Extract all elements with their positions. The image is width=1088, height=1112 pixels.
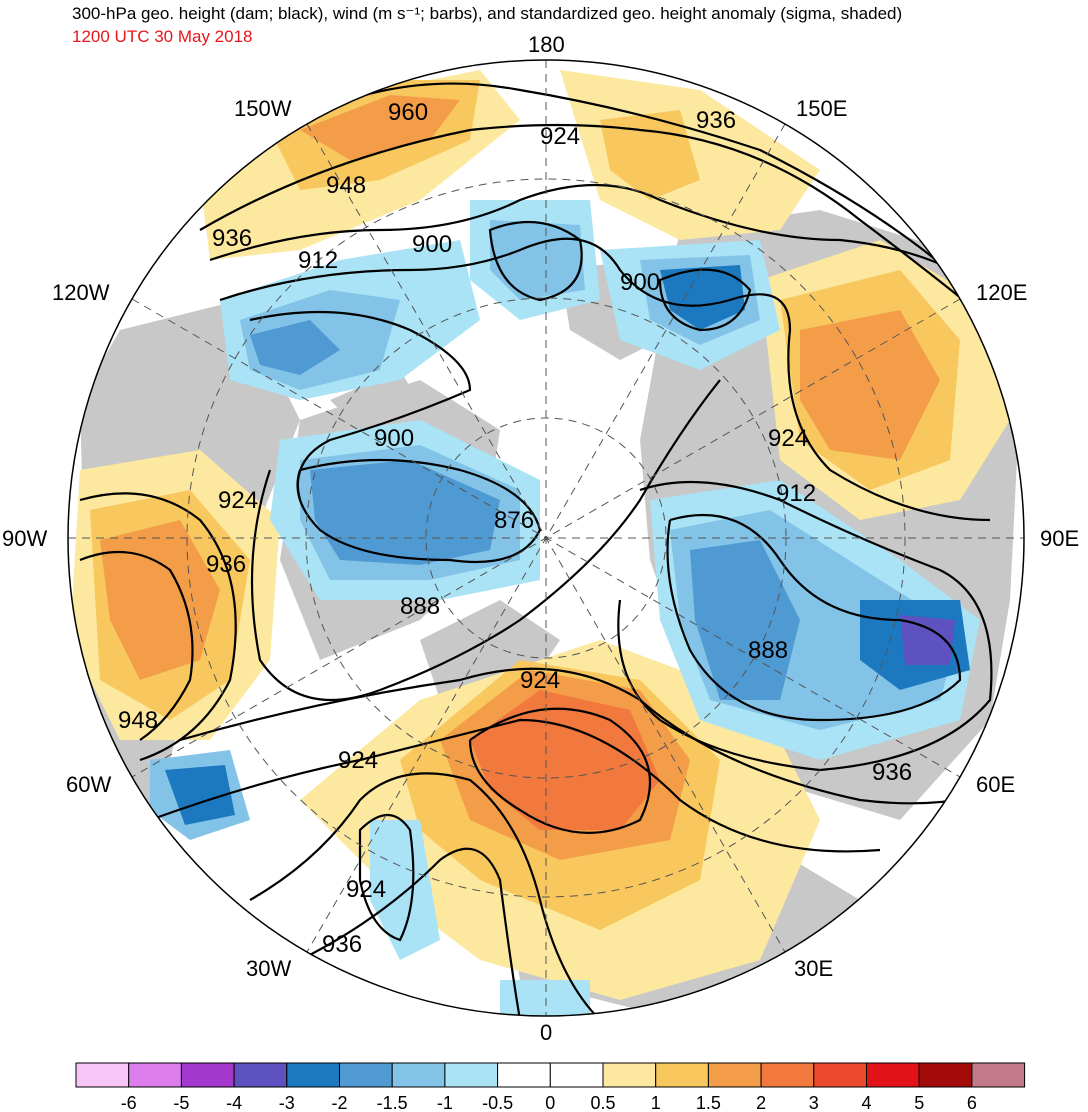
colorbar-swatch: [971, 1062, 1026, 1088]
colorbar-tick-label: 2: [756, 1093, 766, 1112]
negative-anomalies: [150, 200, 980, 1016]
colorbar-tick-label: 0.5: [590, 1093, 615, 1112]
colorbar-swatch: [866, 1062, 920, 1088]
contour-label: 924: [540, 123, 580, 150]
lon-label-120w: 120W: [52, 280, 110, 305]
colorbar-tick-label: 4: [861, 1093, 871, 1112]
colorbar-swatch: [75, 1062, 130, 1088]
contour-label: 924: [768, 425, 808, 452]
lon-label-60e: 60E: [976, 772, 1015, 797]
contour-label: 960: [388, 99, 428, 126]
colorbar-tick-label: -2: [331, 1093, 347, 1112]
colorbar-swatch: [549, 1062, 604, 1088]
colorbar-tick-label: -5: [173, 1093, 189, 1112]
colorbar-swatch: [655, 1062, 709, 1088]
contour-label: 900: [412, 231, 452, 258]
contour-label: 936: [212, 225, 252, 252]
colorbar-tick-label: 5: [914, 1093, 924, 1112]
colorbar-tick-label: 6: [967, 1093, 977, 1112]
colorbar-swatch: [707, 1062, 762, 1088]
colorbar-swatch: [128, 1062, 182, 1088]
lon-label-30w: 30W: [246, 956, 291, 981]
contour-labels: 960 948 936 924 912 900 936 900 924 912 …: [118, 99, 912, 958]
colorbar: -6 -5 -4 -3 -2 -1.5 -1 -0.5 0 0.5 1 1.5 2 3 4 5 6: [75, 1062, 1026, 1112]
map-title: 300-hPa geo. height (dam; black), wind (…: [72, 4, 903, 23]
colorbar-tick-label: -4: [226, 1093, 242, 1112]
lon-label-90e: 90E: [1040, 526, 1079, 551]
contour-label: 924: [338, 747, 378, 774]
positive-anomalies: [70, 70, 1010, 1000]
contour-label: 888: [748, 637, 788, 664]
colorbar-tick-label: -6: [121, 1093, 137, 1112]
longitude-labels: 180 0 90W 90E 150W 120W 150E 120E 60W 30…: [2, 32, 1079, 1045]
colorbar-tick-label: -0.5: [482, 1093, 513, 1112]
colorbar-swatch: [760, 1062, 815, 1088]
lon-label-60w: 60W: [66, 772, 111, 797]
lon-label-120e: 120E: [976, 280, 1027, 305]
colorbar-swatch: [602, 1062, 657, 1088]
colorbar-tick-label: -3: [279, 1093, 295, 1112]
contour-label: 888: [400, 593, 440, 620]
contour-label: 936: [872, 759, 912, 786]
lon-label-0: 0: [540, 1020, 552, 1045]
map-disk: [68, 60, 1024, 1016]
contour-label: 900: [620, 269, 660, 296]
contour-label: 948: [118, 707, 158, 734]
colorbar-swatch: [180, 1062, 235, 1088]
colorbar-tick-label: 1.5: [696, 1093, 721, 1112]
colorbar-tick-label: 0: [545, 1093, 555, 1112]
contour-label: 912: [298, 247, 338, 274]
colorbar-swatch: [391, 1062, 446, 1088]
colorbar-tick-label: -1: [437, 1093, 453, 1112]
contour-label: 912: [776, 480, 816, 507]
contour-label: 948: [326, 172, 366, 199]
contour-label: 900: [374, 425, 414, 452]
colorbar-tick-label: 3: [809, 1093, 819, 1112]
valid-time: 1200 UTC 30 May 2018: [72, 27, 253, 46]
lon-label-150w: 150W: [234, 96, 292, 121]
colorbar-tick-label: -1.5: [377, 1093, 408, 1112]
contour-label: 924: [520, 667, 560, 694]
colorbar-tick-label: 1: [651, 1093, 661, 1112]
contour-label: 876: [494, 507, 534, 534]
lon-label-90w: 90W: [2, 526, 47, 551]
contour-label: 936: [696, 107, 736, 134]
contour-label: 924: [218, 487, 258, 514]
colorbar-swatch: [813, 1062, 867, 1088]
contour-label: 936: [322, 931, 362, 958]
lon-label-30e: 30E: [794, 956, 833, 981]
contour-label: 924: [346, 876, 386, 903]
contour-label: 936: [206, 551, 246, 578]
lon-label-180: 180: [528, 32, 565, 57]
colorbar-swatch: [233, 1062, 288, 1088]
colorbar-swatch: [918, 1062, 973, 1088]
colorbar-swatch: [497, 1062, 551, 1088]
colorbar-swatch: [444, 1062, 499, 1088]
map-border: [67, 59, 1025, 1017]
colorbar-swatch: [286, 1062, 340, 1088]
graticule: [68, 60, 1024, 1016]
lon-label-150e: 150E: [796, 96, 847, 121]
colorbar-swatch: [339, 1062, 393, 1088]
